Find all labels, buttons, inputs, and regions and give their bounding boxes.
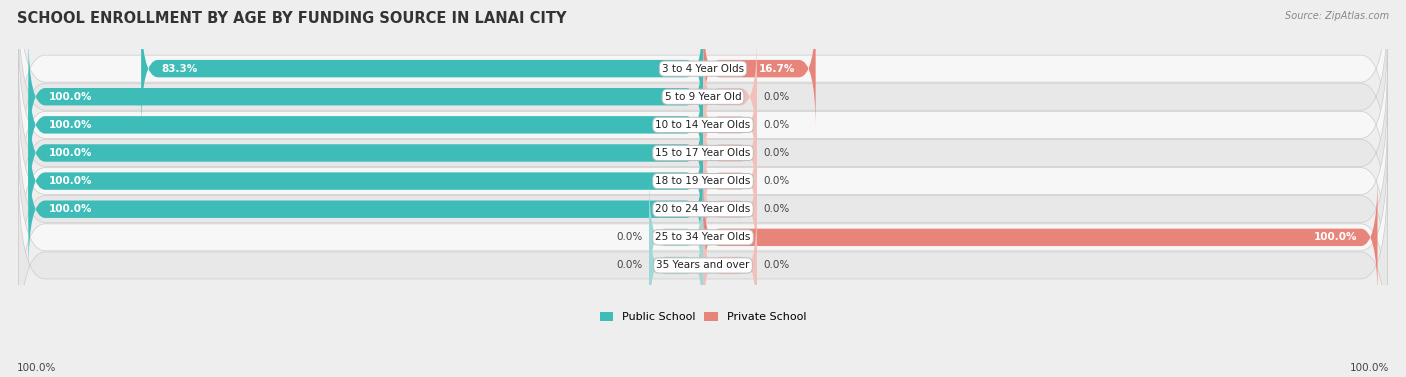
Text: 100.0%: 100.0%: [1350, 363, 1389, 373]
Text: 0.0%: 0.0%: [763, 204, 790, 214]
FancyBboxPatch shape: [28, 63, 703, 187]
Text: 0.0%: 0.0%: [616, 261, 643, 270]
FancyBboxPatch shape: [650, 176, 703, 299]
FancyBboxPatch shape: [28, 120, 703, 243]
Text: 0.0%: 0.0%: [763, 176, 790, 186]
FancyBboxPatch shape: [703, 176, 1378, 299]
FancyBboxPatch shape: [18, 82, 1388, 280]
FancyBboxPatch shape: [703, 35, 756, 158]
FancyBboxPatch shape: [28, 91, 703, 215]
Text: 16.7%: 16.7%: [759, 64, 796, 74]
Text: 100.0%: 100.0%: [49, 120, 93, 130]
FancyBboxPatch shape: [18, 110, 1388, 308]
FancyBboxPatch shape: [703, 120, 756, 243]
Text: 10 to 14 Year Olds: 10 to 14 Year Olds: [655, 120, 751, 130]
Text: 15 to 17 Year Olds: 15 to 17 Year Olds: [655, 148, 751, 158]
Text: 3 to 4 Year Olds: 3 to 4 Year Olds: [662, 64, 744, 74]
Text: 0.0%: 0.0%: [763, 148, 790, 158]
Text: 100.0%: 100.0%: [49, 92, 93, 102]
Text: 100.0%: 100.0%: [1313, 232, 1357, 242]
Legend: Public School, Private School: Public School, Private School: [600, 312, 806, 322]
FancyBboxPatch shape: [18, 26, 1388, 224]
FancyBboxPatch shape: [141, 7, 703, 130]
FancyBboxPatch shape: [703, 91, 756, 215]
Text: 100.0%: 100.0%: [17, 363, 56, 373]
Text: 20 to 24 Year Olds: 20 to 24 Year Olds: [655, 204, 751, 214]
FancyBboxPatch shape: [18, 138, 1388, 336]
Text: 0.0%: 0.0%: [616, 232, 643, 242]
FancyBboxPatch shape: [18, 54, 1388, 252]
Text: 25 to 34 Year Olds: 25 to 34 Year Olds: [655, 232, 751, 242]
FancyBboxPatch shape: [650, 204, 703, 327]
FancyBboxPatch shape: [18, 167, 1388, 365]
FancyBboxPatch shape: [18, 0, 1388, 196]
FancyBboxPatch shape: [28, 35, 703, 158]
FancyBboxPatch shape: [18, 0, 1388, 168]
Text: 83.3%: 83.3%: [162, 64, 198, 74]
Text: 35 Years and over: 35 Years and over: [657, 261, 749, 270]
Text: 0.0%: 0.0%: [763, 261, 790, 270]
FancyBboxPatch shape: [703, 63, 756, 187]
Text: Source: ZipAtlas.com: Source: ZipAtlas.com: [1285, 11, 1389, 21]
Text: SCHOOL ENROLLMENT BY AGE BY FUNDING SOURCE IN LANAI CITY: SCHOOL ENROLLMENT BY AGE BY FUNDING SOUR…: [17, 11, 567, 26]
Text: 0.0%: 0.0%: [763, 120, 790, 130]
FancyBboxPatch shape: [703, 204, 756, 327]
FancyBboxPatch shape: [703, 7, 815, 130]
Text: 100.0%: 100.0%: [49, 176, 93, 186]
Text: 0.0%: 0.0%: [763, 92, 790, 102]
Text: 18 to 19 Year Olds: 18 to 19 Year Olds: [655, 176, 751, 186]
Text: 100.0%: 100.0%: [49, 148, 93, 158]
FancyBboxPatch shape: [28, 148, 703, 271]
Text: 100.0%: 100.0%: [49, 204, 93, 214]
FancyBboxPatch shape: [703, 148, 756, 271]
Text: 5 to 9 Year Old: 5 to 9 Year Old: [665, 92, 741, 102]
